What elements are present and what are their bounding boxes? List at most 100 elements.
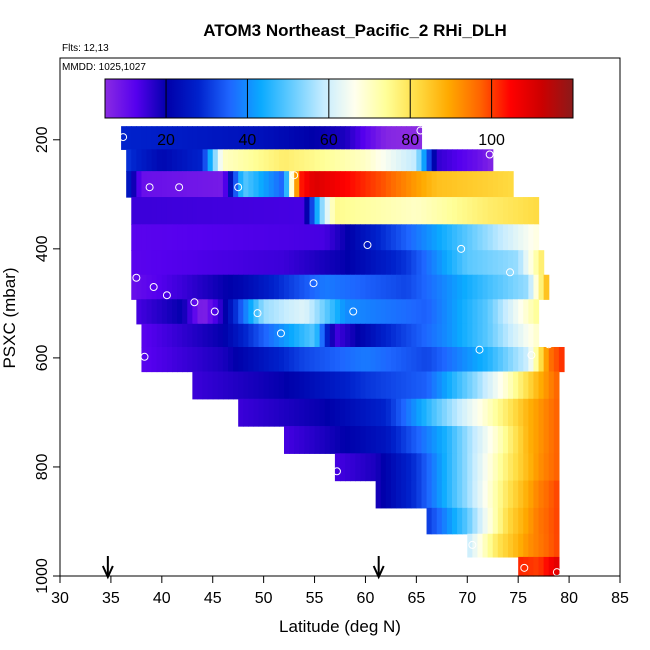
heatmap-cell: [502, 398, 509, 427]
heatmap-cell: [472, 507, 479, 535]
heatmap-cell: [508, 274, 514, 300]
heatmap-cell: [482, 323, 489, 348]
heatmap-cell: [197, 299, 204, 325]
heatmap-cell: [421, 453, 428, 482]
heatmap-cell: [329, 149, 336, 172]
heatmap-cell: [390, 126, 397, 150]
heatmap-cell: [452, 398, 458, 427]
heatmap-cell: [370, 197, 377, 225]
heatmap-cell: [263, 224, 270, 251]
heatmap-cell: [508, 371, 514, 400]
heatmap-cell: [477, 426, 484, 454]
heatmap-cell: [411, 250, 417, 276]
heatmap-cell: [502, 299, 509, 325]
heatmap-cell: [340, 149, 346, 172]
heatmap-cell: [273, 371, 280, 400]
heatmap-cell: [294, 149, 300, 172]
heatmap-cell: [385, 346, 392, 373]
heatmap-cell: [406, 126, 412, 150]
heatmap-cell: [446, 507, 453, 535]
heatmap-cell: [401, 371, 407, 400]
heatmap-cell: [177, 274, 183, 300]
heatmap-cell: [182, 274, 188, 300]
heatmap-cell: [253, 346, 260, 373]
heatmap-cell: [345, 224, 351, 251]
heatmap-cell: [258, 346, 265, 373]
heatmap-cell: [370, 453, 377, 482]
heatmap-cell: [385, 398, 392, 427]
heatmap-cell: [457, 149, 463, 172]
heatmap-cell: [166, 224, 173, 251]
heatmap-cell: [538, 426, 545, 454]
heatmap-cell: [263, 149, 270, 172]
heatmap-cell: [243, 371, 249, 400]
heatmap-cell: [319, 398, 326, 427]
heatmap-cell: [146, 346, 153, 373]
heatmap-cell: [436, 197, 443, 225]
heatmap-cell: [365, 224, 372, 251]
heatmap-cell: [233, 250, 239, 276]
heatmap-cell: [548, 533, 555, 558]
x-tick-label: 30: [51, 590, 69, 607]
heatmap-cell: [222, 224, 229, 251]
heatmap-cell: [299, 197, 305, 225]
heatmap-cell: [523, 453, 529, 482]
heatmap-cell: [294, 274, 300, 300]
heatmap-cell: [217, 250, 224, 276]
heatmap-cell: [314, 224, 321, 251]
heatmap-cell: [482, 371, 489, 400]
heatmap-cell: [385, 149, 392, 172]
heatmap-cell: [207, 197, 214, 225]
heatmap-cell: [268, 398, 275, 427]
heatmap-cell: [472, 149, 479, 172]
heatmap-cell: [284, 323, 290, 348]
heatmap-cell: [263, 346, 270, 373]
y-axis: 200 400 600 800 1000: [34, 126, 60, 594]
heatmap-cell: [528, 453, 535, 482]
heatmap-cell: [390, 323, 397, 348]
heatmap-cell: [523, 507, 529, 535]
latitude-arrow-head: [372, 565, 385, 580]
colorbar-tick-label: 100: [478, 132, 505, 149]
heatmap-cell: [396, 197, 402, 225]
heatmap-cell: [380, 250, 387, 276]
heatmap-cell: [141, 323, 148, 348]
heatmap-cell: [309, 197, 316, 225]
heatmap-cell: [497, 299, 504, 325]
heatmap-cell: [202, 346, 209, 373]
heatmap-cell: [477, 274, 484, 300]
heatmap-cell: [502, 197, 509, 225]
heatmap-cell: [146, 224, 153, 251]
x-tick-label: 70: [458, 590, 476, 607]
heatmap-cell: [294, 398, 300, 427]
colorbar-tick-label: 40: [239, 132, 257, 149]
heatmap-cell: [513, 480, 519, 509]
heatmap-cell: [329, 346, 336, 373]
heatmap-cell: [487, 426, 494, 454]
heatmap-cell: [355, 149, 361, 172]
heatmap-cell: [472, 371, 479, 400]
heatmap-cell: [482, 149, 489, 172]
heatmap-cell: [365, 346, 372, 373]
heatmap-cell: [370, 149, 377, 172]
heatmap-cell: [187, 126, 193, 150]
heatmap-cell: [452, 250, 458, 276]
heatmap-cell: [441, 197, 448, 225]
heatmap-cell: [238, 250, 244, 276]
heatmap-cell: [467, 274, 473, 300]
heatmap-cell: [131, 224, 137, 251]
heatmap-cell: [121, 126, 127, 150]
heatmap-cell: [151, 224, 158, 251]
heatmap-cell: [411, 126, 417, 150]
heatmap-cell: [508, 197, 514, 225]
heatmap-cell: [360, 426, 367, 454]
heatmap-cell: [406, 250, 412, 276]
heatmap-cell: [452, 371, 458, 400]
heatmap-cell: [538, 453, 545, 482]
heatmap-cell: [146, 274, 153, 300]
heatmap-cell: [268, 171, 275, 198]
heatmap-cell: [212, 149, 219, 172]
heatmap-cell: [340, 274, 346, 300]
heatmap-cell: [217, 371, 224, 400]
heatmap-cell: [385, 480, 392, 509]
